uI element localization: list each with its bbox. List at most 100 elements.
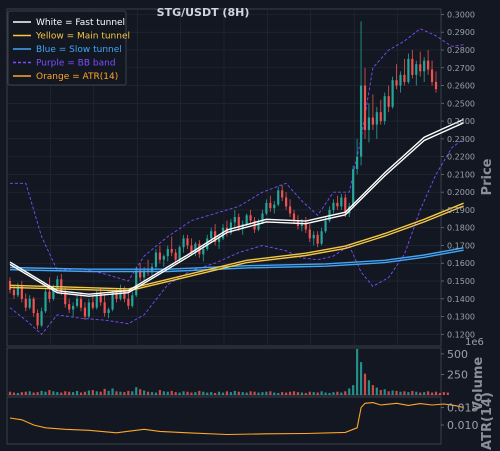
- candle-body: [292, 213, 296, 221]
- candle-body: [103, 302, 106, 314]
- volume-bar-72: [292, 391, 296, 395]
- legend-box: [7, 10, 127, 86]
- candle-6: [32, 297, 35, 317]
- volume-bar-35: [146, 391, 150, 395]
- candle-body: [229, 222, 232, 234]
- candle-body: [111, 291, 114, 310]
- volume-bar-105: [423, 392, 426, 395]
- candle-body: [245, 215, 248, 225]
- candle-body: [359, 85, 363, 157]
- candle-body: [371, 117, 374, 125]
- volume-bar-74: [300, 392, 303, 395]
- candle-45: [186, 234, 189, 250]
- volume-bar-58: [237, 391, 240, 395]
- legend-entry-3: Purple = BB band: [36, 59, 116, 69]
- volume-bar-34: [143, 390, 146, 395]
- candle-14: [64, 286, 67, 308]
- volume-bar-8: [40, 390, 43, 395]
- volume-bar-77: [312, 392, 315, 395]
- candle-72: [292, 209, 296, 225]
- candle-body: [158, 252, 161, 260]
- candle-body: [79, 298, 83, 308]
- candle-body: [40, 311, 43, 326]
- volume-bar-63: [257, 392, 260, 395]
- candle-38: [158, 245, 161, 264]
- candle-body: [383, 96, 386, 122]
- price-tick-label-0: 0.1200: [447, 330, 475, 339]
- candle-86: [348, 202, 351, 218]
- volume-bar-31: [131, 391, 134, 395]
- volume-bar-9: [44, 391, 47, 395]
- volume-bar-14: [64, 391, 67, 395]
- candle-body: [36, 313, 39, 326]
- volume-bar-50: [206, 392, 209, 395]
- candle-body: [186, 238, 189, 246]
- candle-101: [407, 53, 410, 84]
- candle-body: [95, 293, 98, 308]
- volume-bar-10: [48, 390, 51, 395]
- candle-66: [269, 195, 272, 212]
- volume-bars: [8, 349, 449, 395]
- candle-body: [257, 222, 260, 230]
- volume-bar-82: [332, 392, 335, 395]
- candle-body: [261, 213, 264, 223]
- candle-body: [52, 288, 55, 299]
- candle-7: [36, 309, 39, 330]
- volume-bar-22: [95, 391, 98, 395]
- candle-body: [395, 80, 398, 86]
- tick-labels: 0.1200 0.1300 0.1400 0.1500 0.1600 0.1700 0.18…: [441, 10, 479, 432]
- candle-body: [44, 291, 47, 312]
- volume-bar-75: [304, 392, 307, 395]
- volume-bar-47: [194, 392, 197, 395]
- slow-tunnel-lower: [9, 249, 464, 273]
- volume-bar-52: [214, 392, 217, 395]
- volume-bar-83: [336, 391, 339, 395]
- candle-31: [131, 291, 134, 308]
- candle-64: [261, 209, 264, 225]
- candle-43: [178, 245, 181, 262]
- volume-bar-37: [154, 392, 158, 395]
- volume-bar-5: [28, 391, 31, 395]
- volume-bar-111: [446, 392, 449, 395]
- candle-21: [91, 295, 94, 310]
- candle-body: [190, 245, 193, 253]
- volume-bar-26: [111, 388, 114, 395]
- volume-bar-78: [316, 392, 319, 395]
- candle-106: [427, 49, 430, 75]
- volume-bar-13: [60, 392, 63, 395]
- price-tick-label-2: 0.1400: [447, 295, 475, 304]
- volume-bar-81: [328, 392, 331, 395]
- volume-bar-89: [359, 362, 363, 395]
- candle-body: [265, 202, 268, 214]
- candle-body: [399, 74, 402, 86]
- volume-bar-93: [375, 387, 378, 395]
- volume-bar-79: [320, 391, 323, 395]
- candle-83: [336, 195, 339, 210]
- candle-body: [91, 302, 94, 308]
- price-tick-label-1: 0.1300: [447, 313, 475, 322]
- volume-bar-65: [265, 391, 268, 395]
- candle-90: [363, 67, 367, 139]
- volume-bar-46: [190, 392, 193, 395]
- candle-77: [312, 231, 315, 246]
- volume-bar-15: [68, 391, 71, 395]
- candle-body: [154, 252, 158, 267]
- volume-bar-54: [221, 392, 225, 395]
- atr-line: [9, 402, 464, 436]
- atr-panel-frame: [6, 396, 442, 445]
- volume-bar-56: [229, 392, 232, 395]
- volume-bar-68: [277, 392, 280, 395]
- volume-bar-90: [363, 373, 367, 395]
- volume-bar-95: [383, 389, 386, 395]
- volume-bar-110: [442, 392, 445, 395]
- candle-body: [210, 231, 213, 239]
- volume-bar-107: [430, 392, 434, 395]
- volume-bar-12: [56, 392, 59, 395]
- atr-tick-label-1: 0.015: [447, 401, 479, 414]
- candle-body: [277, 190, 280, 205]
- candle-body: [20, 286, 23, 299]
- volume-bar-20: [87, 390, 90, 395]
- volume-bar-3: [20, 392, 23, 395]
